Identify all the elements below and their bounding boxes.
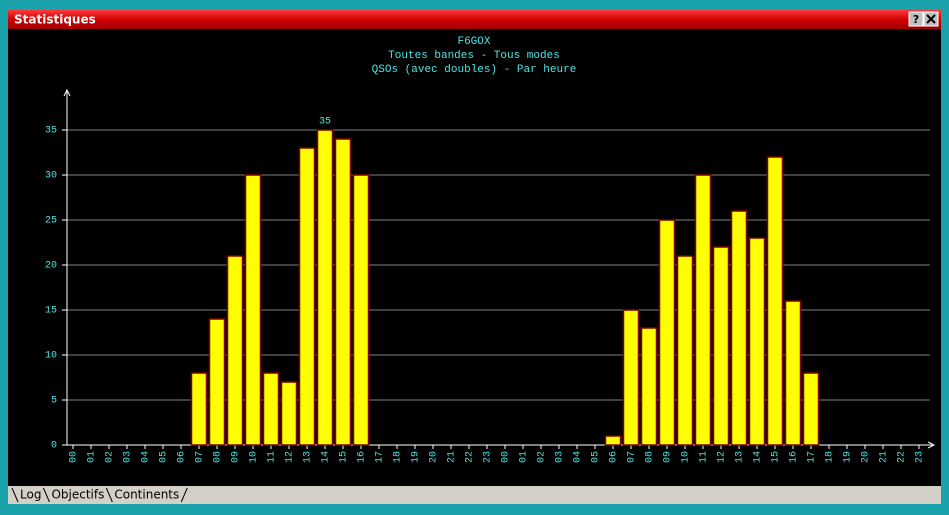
x-tick-label: 09	[663, 451, 674, 463]
bar	[226, 255, 244, 446]
y-tick-label: 30	[45, 171, 57, 182]
x-tick-label: 16	[789, 451, 800, 463]
bar	[208, 318, 226, 446]
tab-edge	[105, 487, 113, 503]
x-tick-label: 03	[555, 451, 566, 463]
x-tick-label: 23	[483, 451, 494, 463]
bar	[334, 138, 352, 446]
x-tick-label: 20	[861, 451, 872, 463]
bar	[658, 219, 676, 446]
x-tick-label: 02	[537, 451, 548, 463]
x-tick-label: 17	[375, 451, 386, 463]
data-label: 35	[319, 117, 331, 128]
help-button[interactable]	[908, 11, 924, 27]
tab-edge	[42, 487, 50, 503]
bar	[730, 210, 748, 446]
x-tick-label: 18	[825, 451, 836, 463]
x-tick-label: 06	[609, 451, 620, 463]
bar	[694, 174, 712, 446]
tab-label[interactable]: Continents	[114, 488, 179, 502]
x-tick-label: 23	[915, 451, 926, 463]
x-tick-label: 22	[465, 451, 476, 463]
bar	[298, 147, 316, 446]
tab-edge	[180, 487, 188, 503]
y-tick-label: 5	[51, 396, 57, 407]
x-tick-label: 04	[573, 451, 584, 463]
bar	[352, 174, 370, 446]
chart: F6GOX Toutes bandes - Tous modes QSOs (a…	[372, 36, 577, 76]
bar	[280, 381, 298, 446]
chart-title: F6GOX	[457, 36, 490, 48]
x-tick-label: 15	[339, 451, 350, 463]
tab-label[interactable]: Log	[20, 488, 41, 502]
bar	[262, 372, 280, 446]
x-tick-label: 04	[141, 451, 152, 463]
x-tick-label: 21	[447, 451, 458, 463]
x-tick-label: 11	[267, 451, 278, 463]
x-tick-label: 19	[411, 451, 422, 463]
bar	[712, 246, 730, 446]
y-tick-label: 0	[51, 441, 57, 452]
x-tick-label: 01	[87, 451, 98, 463]
x-tick-label: 03	[123, 451, 134, 463]
x-tick-label: 22	[897, 451, 908, 463]
x-tick-label: 12	[285, 451, 296, 463]
x-tick-label: 11	[699, 451, 710, 463]
x-tick-label: 18	[393, 451, 404, 463]
y-tick-label: 35	[45, 126, 57, 137]
x-tick-label: 13	[735, 451, 746, 463]
x-tick-label: 00	[501, 451, 512, 463]
x-tick-label: 20	[429, 451, 440, 463]
help-icon: ?	[913, 13, 919, 26]
x-tick-label: 19	[843, 451, 854, 463]
x-tick-label: 10	[681, 451, 692, 463]
bar	[676, 255, 694, 446]
x-tick-label: 05	[159, 451, 170, 463]
chart-subtitle: Toutes bandes - Tous modes	[388, 50, 560, 62]
title-bar	[8, 10, 941, 29]
x-tick-label: 13	[303, 451, 314, 463]
x-tick-label: 06	[177, 451, 188, 463]
chart-subtitle: QSOs (avec doubles) - Par heure	[372, 64, 577, 76]
bar	[622, 309, 640, 446]
tab-edge	[11, 487, 19, 503]
bar	[640, 327, 658, 446]
x-tick-label: 12	[717, 451, 728, 463]
y-tick-label: 15	[45, 306, 57, 317]
x-tick-label: 02	[105, 451, 116, 463]
x-tick-label: 21	[879, 451, 890, 463]
x-tick-label: 15	[771, 451, 782, 463]
close-icon	[926, 14, 936, 24]
y-tick-label: 25	[45, 216, 57, 227]
tab-bar	[8, 486, 941, 504]
y-axis	[63, 88, 71, 445]
tab-label[interactable]: Objectifs	[51, 488, 104, 502]
bar	[316, 129, 334, 446]
bar	[244, 174, 262, 446]
x-tick-label: 14	[753, 451, 764, 463]
bar	[190, 372, 208, 446]
window-title: Statistiques	[14, 13, 96, 27]
x-tick-label: 14	[321, 451, 332, 463]
x-tick-label: 09	[231, 451, 242, 463]
bar	[784, 300, 802, 446]
x-tick-label: 05	[591, 451, 602, 463]
y-tick-label: 10	[45, 351, 57, 362]
x-tick-label: 01	[519, 451, 530, 463]
x-tick-label: 16	[357, 451, 368, 463]
x-tick-label: 00	[69, 451, 80, 463]
x-tick-label: 07	[195, 451, 206, 463]
x-tick-label: 08	[645, 451, 656, 463]
bar	[766, 156, 784, 446]
bar	[802, 372, 820, 446]
x-tick-label: 07	[627, 451, 638, 463]
y-tick-label: 20	[45, 261, 57, 272]
bar	[748, 237, 766, 446]
x-tick-label: 08	[213, 451, 224, 463]
bar	[604, 435, 622, 446]
x-tick-label: 17	[807, 451, 818, 463]
x-tick-label: 10	[249, 451, 260, 463]
